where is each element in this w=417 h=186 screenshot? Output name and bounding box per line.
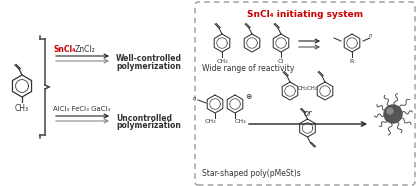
Text: CH₃: CH₃ [204,118,216,124]
Text: SnCl₄ initiating system: SnCl₄ initiating system [247,9,363,18]
Text: Uncontrolled: Uncontrolled [116,114,172,123]
Text: Cl: Cl [278,59,284,63]
Text: CH₂CH₂: CH₂CH₂ [297,86,317,91]
Text: polymerization: polymerization [116,121,181,131]
Text: polymerization: polymerization [116,62,181,70]
Text: Well-controlled: Well-controlled [116,54,182,63]
Text: CH₃: CH₃ [216,59,228,63]
Text: Star-shaped poly(pMeSt)s: Star-shaped poly(pMeSt)s [202,169,301,177]
Circle shape [384,105,402,123]
Text: ZnCl₂: ZnCl₂ [75,44,96,54]
Text: SnCl₄: SnCl₄ [53,44,75,54]
Text: R: R [350,59,354,63]
Text: or: or [303,108,312,118]
Text: ⊕: ⊕ [245,92,251,100]
Text: AlCl₃ FeCl₃ GaCl₃: AlCl₃ FeCl₃ GaCl₃ [53,106,110,112]
Text: CH₃: CH₃ [234,118,246,124]
Circle shape [387,108,393,114]
Text: CH₃: CH₃ [15,103,29,113]
Text: Wide range of reactivity: Wide range of reactivity [202,63,294,73]
Text: n: n [193,95,196,100]
Text: n: n [369,33,372,38]
